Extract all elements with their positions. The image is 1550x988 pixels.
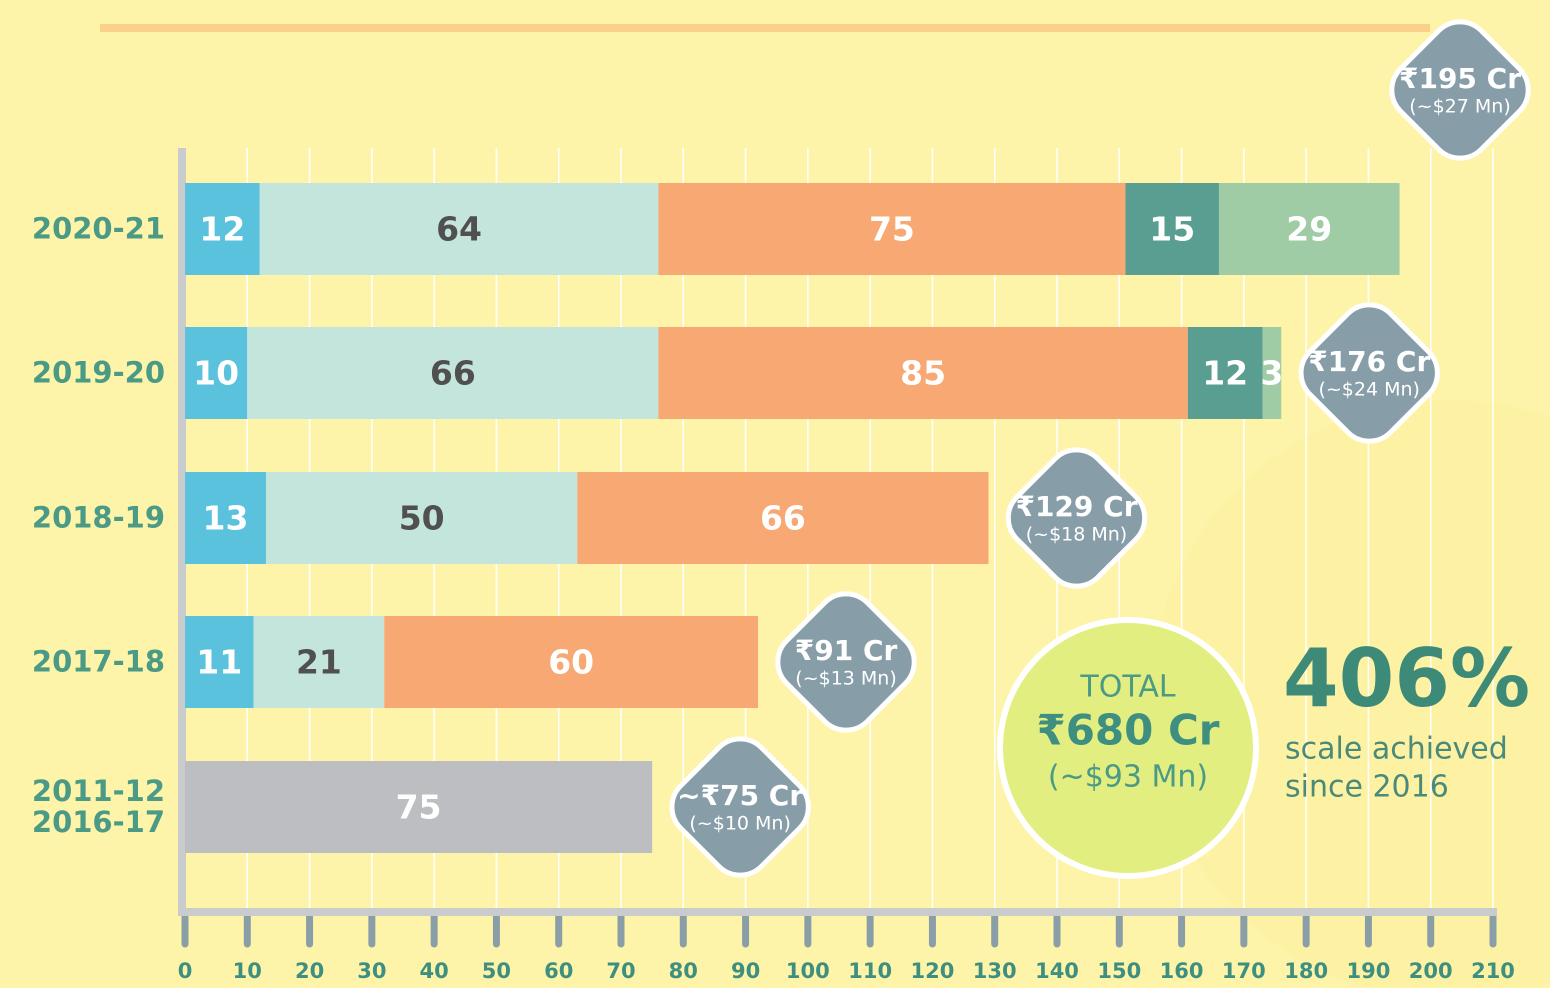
bar-segment [1125, 183, 1219, 275]
total-badge: ~₹75 Cr(~$10 Mn) [669, 736, 811, 878]
badge-shape [669, 736, 811, 878]
badge-value: ₹129 Cr [1015, 490, 1137, 523]
x-tick-label: 60 [544, 959, 573, 983]
badge-shape [1389, 19, 1531, 161]
total-badge: ₹176 Cr(~$24 Mn) [1298, 302, 1440, 444]
bar-segment [1262, 327, 1282, 419]
x-tick-label: 110 [848, 959, 892, 983]
x-tick-label: 160 [1160, 959, 1204, 983]
badge-shape [1005, 447, 1148, 589]
x-tick-label: 140 [1035, 959, 1079, 983]
total-heading: TOTAL [1079, 670, 1175, 705]
x-tick-label: 120 [911, 959, 955, 983]
x-tick-label: 0 [178, 959, 193, 983]
segment-label: 66 [760, 499, 806, 538]
category-label: 2011-12 2016-17 [31, 774, 165, 839]
x-tick-label: 200 [1409, 959, 1453, 983]
bar-segment [1218, 183, 1400, 275]
badge-value: ₹195 Cr [1399, 62, 1521, 95]
segment-label: 75 [396, 788, 442, 827]
bar-segment [185, 616, 254, 708]
segment-label: 3 [1260, 354, 1283, 393]
total-value: ₹680 Cr [1036, 706, 1219, 755]
badge-subvalue: (~$18 Mn) [1026, 524, 1128, 546]
category-label: 2018-19 [31, 500, 165, 535]
bar-segment [247, 327, 659, 419]
x-tick-label: 90 [731, 959, 760, 983]
segment-label: 12 [199, 210, 245, 249]
x-tick-label: 40 [420, 959, 449, 983]
segment-label: 85 [900, 354, 946, 393]
growth-caption: since 2016 [1285, 770, 1449, 805]
badge-shape [775, 591, 917, 733]
bar-segment [265, 472, 578, 564]
bar-segment [185, 761, 653, 853]
segment-label: 60 [548, 643, 594, 682]
segment-label: 50 [399, 499, 445, 538]
category-label: 2019-20 [31, 355, 165, 390]
bar-segment [253, 616, 385, 708]
bar-segment [658, 183, 1126, 275]
category-label: 2017-18 [31, 644, 165, 679]
x-tick-label: 210 [1471, 959, 1515, 983]
bar-segment [384, 616, 759, 708]
segment-label: 21 [296, 643, 342, 682]
segment-label: 10 [193, 354, 239, 393]
x-tick-label: 70 [606, 959, 635, 983]
growth-caption: scale achieved [1285, 732, 1508, 767]
segment-label: 75 [869, 210, 915, 249]
bar-segment [577, 472, 989, 564]
x-tick-label: 50 [482, 959, 511, 983]
x-tick-label: 30 [357, 959, 386, 983]
x-tick-label: 100 [786, 959, 830, 983]
segment-label: 12 [1202, 354, 1248, 393]
x-tick-label: 170 [1222, 959, 1266, 983]
badge-subvalue: (~$10 Mn) [689, 813, 791, 835]
segment-label: 15 [1149, 210, 1195, 249]
category-label: 2020-21 [31, 211, 165, 246]
segment-label: 66 [430, 354, 476, 393]
bar-segment [1187, 327, 1263, 419]
badge-value: ~₹75 Cr [677, 779, 803, 812]
x-tick-label: 150 [1097, 959, 1141, 983]
x-tick-label: 80 [669, 959, 698, 983]
x-tick-label: 10 [233, 959, 262, 983]
background-decor [1150, 400, 1550, 988]
total-badge: ₹129 Cr(~$18 Mn) [1005, 447, 1148, 589]
bar-segment [185, 472, 266, 564]
total-badge: ₹195 Cr(~$27 Mn) [1389, 19, 1531, 161]
badge-shape [1298, 302, 1440, 444]
segment-label: 13 [203, 499, 249, 538]
growth-value: 406% [1283, 632, 1530, 725]
bar-segment [185, 327, 248, 419]
total-circle [997, 617, 1259, 879]
segment-label: 11 [196, 643, 242, 682]
bar-segment [185, 183, 260, 275]
total-subvalue: (~$93 Mn) [1048, 760, 1208, 795]
x-tick-label: 130 [973, 959, 1017, 983]
x-tick-label: 190 [1347, 959, 1391, 983]
total-badge: ₹91 Cr(~$13 Mn) [775, 591, 917, 733]
bar-segment [658, 327, 1188, 419]
x-tick-label: 20 [295, 959, 324, 983]
badge-subvalue: (~$13 Mn) [795, 668, 897, 690]
badge-subvalue: (~$24 Mn) [1318, 379, 1420, 401]
segment-label: 64 [436, 210, 482, 249]
bar-segment [259, 183, 659, 275]
x-tick-label: 180 [1284, 959, 1328, 983]
badge-subvalue: (~$27 Mn) [1409, 96, 1511, 118]
badge-value: ₹176 Cr [1308, 345, 1430, 378]
badge-value: ₹91 Cr [795, 634, 898, 667]
segment-label: 29 [1286, 210, 1332, 249]
